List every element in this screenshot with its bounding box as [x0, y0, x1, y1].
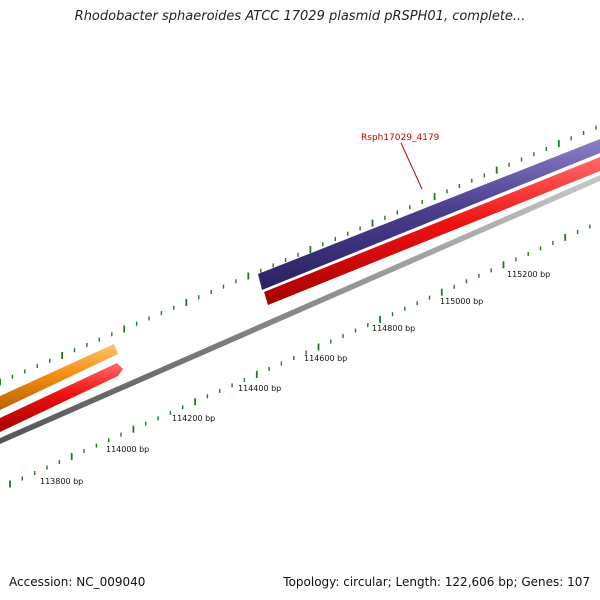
position-label-113800: 113800 bp: [40, 477, 83, 486]
position-label-114000: 114000 bp: [106, 445, 149, 454]
gene-arrow-orange[interactable]: [0, 344, 118, 410]
plasmid-backbone: [0, 175, 600, 444]
position-label-114200: 114200 bp: [172, 414, 215, 423]
gene-label-rsph17029-4179[interactable]: Rsph17029_4179: [361, 133, 440, 143]
position-label-114400: 114400 bp: [238, 384, 281, 393]
gene-label-leader: [400, 142, 423, 190]
position-label-115200: 115200 bp: [507, 270, 550, 279]
gene-arrow-forward-rsph17029-4179[interactable]: [258, 139, 600, 290]
position-label-114800: 114800 bp: [372, 324, 415, 333]
accession-text: Accession: NC_009040: [9, 575, 146, 589]
topology-summary-text: Topology: circular; Length: 122,606 bp; …: [283, 575, 590, 589]
outer-tick-row: [0, 125, 597, 386]
position-label-114600: 114600 bp: [304, 354, 347, 363]
gene-arrow-reverse-left[interactable]: [0, 363, 123, 432]
gene-arrow-reverse-right[interactable]: [264, 157, 600, 305]
map-title: Rhodobacter sphaeroides ATCC 17029 plasm…: [74, 9, 526, 24]
inner-tick-row: [9, 224, 591, 488]
position-label-115000: 115000 bp: [440, 297, 483, 306]
